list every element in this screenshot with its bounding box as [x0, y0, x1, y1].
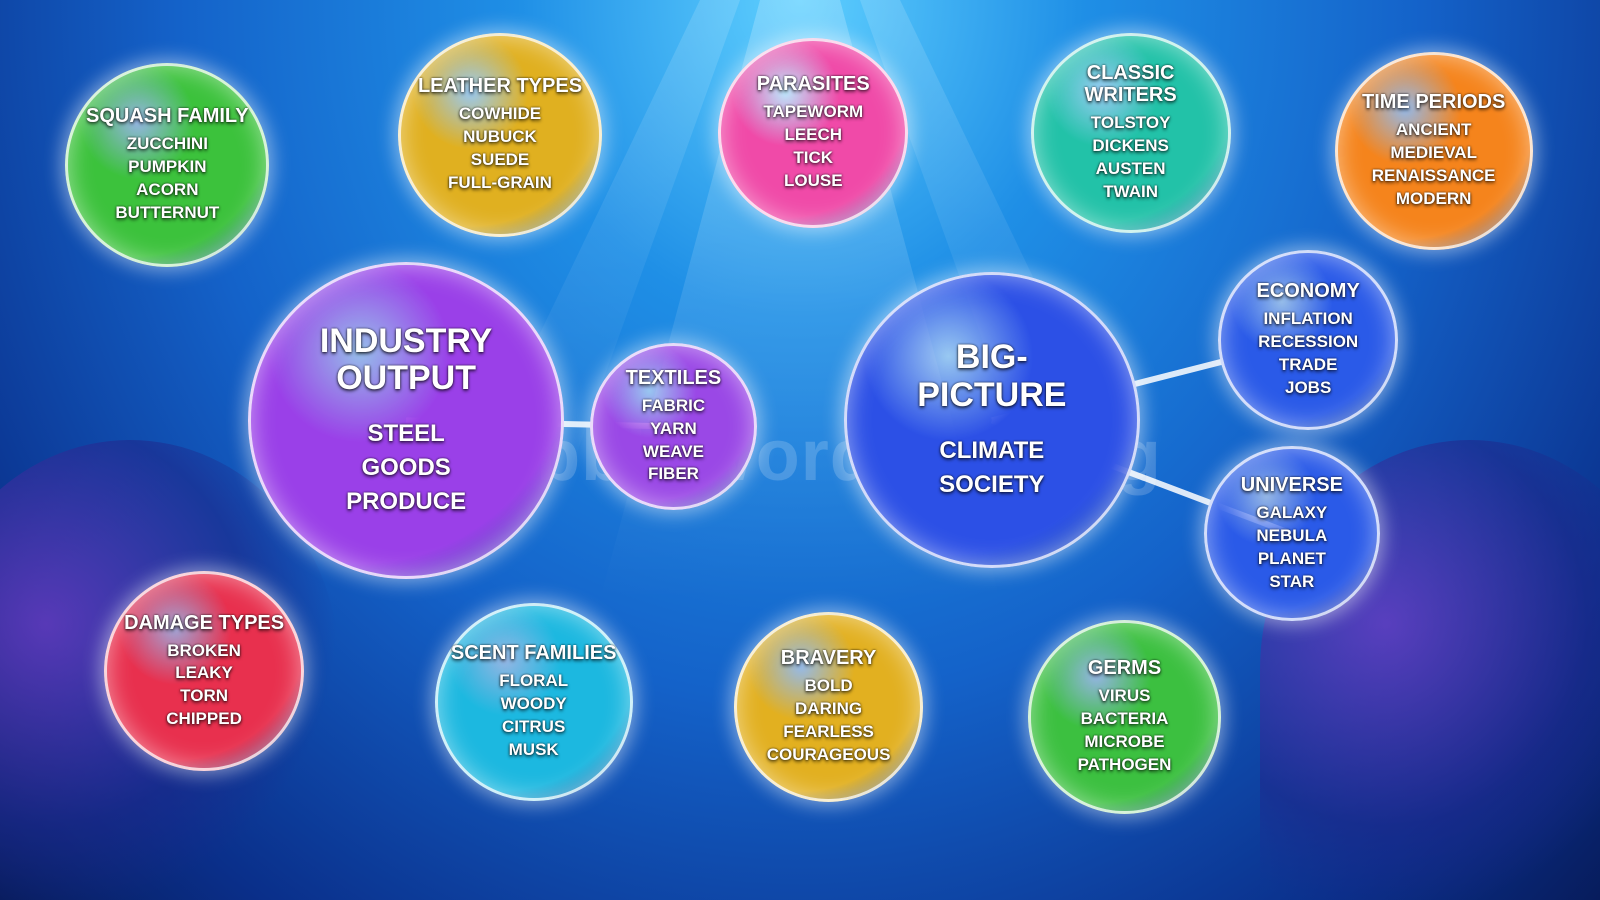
- bubble-word: FULL-GRAIN: [448, 172, 552, 192]
- bubble-word: AUSTEN: [1095, 158, 1166, 178]
- bubble-word: LOUSE: [783, 170, 843, 190]
- bubble-word: YARN: [650, 418, 697, 438]
- bubble-word: BOLD: [804, 676, 853, 696]
- bubble-title: SCENT FAMILIES: [450, 642, 617, 665]
- bubble-title: DAMAGE TYPES: [124, 611, 285, 634]
- bubble-word: SOCIETY: [939, 470, 1045, 498]
- bubble-word: DICKENS: [1092, 135, 1169, 155]
- bubble-word: INFLATION: [1263, 308, 1353, 328]
- bubble-title: GERMS: [1087, 657, 1162, 680]
- bubble-word: PLANET: [1257, 548, 1326, 568]
- bubble-word: WOODY: [500, 694, 567, 714]
- bubble-word: STAR: [1269, 571, 1315, 591]
- word-bubble[interactable]: SCENT FAMILIES FLORAL WOODY CITRUS MUSK: [434, 603, 633, 801]
- word-bubble[interactable]: UNIVERSE GALAXY NEBULA PLANET STAR: [1204, 445, 1380, 622]
- bubble-title: TIME PERIODS: [1361, 91, 1506, 114]
- bubble-word: FIBER: [647, 464, 699, 484]
- bubble-word: RENAISSANCE: [1371, 166, 1496, 185]
- bubble-title: SQUASH FAMILY: [86, 105, 249, 128]
- word-bubble[interactable]: GERMS VIRUS BACTERIA MICROBE PATHOGEN: [1027, 620, 1222, 815]
- bubble-word: JOBS: [1285, 377, 1332, 397]
- word-bubble[interactable]: PARASITES TAPEWORM LEECH TICK LOUSE: [718, 37, 909, 228]
- bubble-word: ZUCCHINI: [126, 134, 208, 154]
- bubble-word: RECESSION: [1258, 331, 1359, 351]
- bubble-word: MUSK: [508, 739, 559, 759]
- word-bubble[interactable]: BIG-PICTURE CLIMATE SOCIETY: [843, 272, 1140, 569]
- word-bubble[interactable]: ECONOMY INFLATION RECESSION TRADE JOBS: [1218, 250, 1398, 430]
- word-bubble[interactable]: SQUASH FAMILY ZUCCHINI PUMPKIN ACORN BUTTERN…: [65, 63, 270, 268]
- bubble-word: TWAIN: [1103, 181, 1158, 201]
- bubble-word: TORN: [180, 686, 228, 706]
- bubble-word: COWHIDE: [458, 103, 542, 123]
- bubble-word: NUBUCK: [463, 126, 537, 146]
- word-bubble[interactable]: DAMAGE TYPES BROKEN LEAKY TORN CHIPPED: [104, 571, 305, 772]
- bubble-word: MICROBE: [1084, 732, 1165, 752]
- word-bubble[interactable]: TEXTILES FABRIC YARN WEAVE FIBER: [589, 342, 758, 511]
- bubble-word: SUEDE: [470, 149, 530, 169]
- bubble-word: GOODS: [361, 453, 451, 481]
- bubble-word: PRODUCE: [346, 487, 467, 515]
- bubble-word: FABRIC: [641, 395, 706, 415]
- bubble-title: TEXTILES: [625, 366, 722, 389]
- bubble-word: FLORAL: [499, 671, 569, 691]
- bubble-word: CLIMATE: [939, 437, 1045, 465]
- bubble-word: PATHOGEN: [1077, 755, 1172, 775]
- bubble-title: UNIVERSE: [1240, 473, 1343, 496]
- word-bubble[interactable]: INDUSTRY OUTPUT STEEL GOODS PRODUCE: [247, 262, 565, 579]
- bubble-title: CLASSIC WRITERS: [1084, 61, 1177, 106]
- bubble-word: DARING: [795, 699, 863, 719]
- word-bubble[interactable]: BRAVERY BOLD DARING FEARLESS COURAGEOUS: [733, 612, 924, 803]
- bubble-word: MEDIEVAL: [1390, 143, 1477, 163]
- word-bubble[interactable]: TIME PERIODS ANCIENT MEDIEVAL RENAISSANCE MO…: [1334, 52, 1533, 250]
- bubble-word: ANCIENT: [1395, 120, 1472, 140]
- bubble-word: LEAKY: [175, 663, 233, 683]
- bubble-word: BROKEN: [167, 640, 241, 660]
- bubble-title: PARASITES: [756, 72, 870, 95]
- bubble-word: LEECH: [784, 124, 843, 144]
- bubble-word: MODERN: [1395, 188, 1472, 208]
- bubble-word: TAPEWORM: [763, 101, 864, 121]
- bubble-word: CHIPPED: [166, 709, 242, 729]
- word-bubble[interactable]: CLASSIC WRITERS TOLSTOY DICKENS AUSTEN TWAIN: [1030, 32, 1231, 233]
- bubble-word: TRADE: [1278, 354, 1338, 374]
- bubble-title: LEATHER TYPES: [417, 74, 583, 97]
- bubble-title: ECONOMY: [1256, 279, 1360, 302]
- bubble-word: FEARLESS: [783, 722, 874, 742]
- bubble-word: GALAXY: [1256, 502, 1328, 522]
- bubble-word: BACTERIA: [1080, 709, 1169, 729]
- bubble-word: WEAVE: [642, 441, 704, 461]
- bubble-title: INDUSTRY OUTPUT: [319, 321, 493, 397]
- bubble-word: TICK: [793, 147, 834, 167]
- bubble-word: STEEL: [367, 420, 445, 448]
- bubble-title: BIG-PICTURE: [917, 338, 1067, 414]
- bubble-word: PUMPKIN: [128, 157, 207, 177]
- bubble-word: VIRUS: [1098, 686, 1151, 706]
- word-bubble[interactable]: LEATHER TYPES COWHIDE NUBUCK SUEDE FULL-GRAI…: [397, 32, 603, 237]
- bubble-word: NEBULA: [1256, 525, 1328, 545]
- bubble-word: ACORN: [136, 180, 199, 200]
- bubble-word: TOLSTOY: [1090, 112, 1171, 132]
- bubble-word: COURAGEOUS: [766, 745, 891, 765]
- bubble-title: BRAVERY: [780, 647, 877, 670]
- bubble-word: CITRUS: [502, 717, 566, 737]
- bubble-word: BUTTERNUT: [115, 203, 220, 223]
